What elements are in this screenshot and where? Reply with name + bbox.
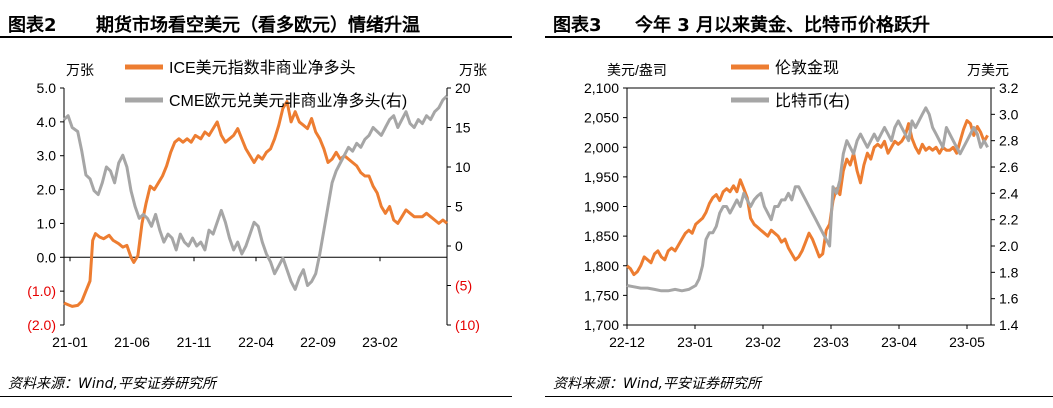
right-chart-panel: 图表3 今年 3 月以来黄金、比特币价格跃升 1,700 1,750 1,800 1,… (545, 0, 1053, 408)
y-left-unit-label: 美元/盎司 (607, 62, 667, 78)
figure-label: 图表3 (553, 15, 602, 36)
chart-title: 今年 3 月以来黄金、比特币价格跃升 (635, 15, 931, 36)
x-tick-label: 23-02 (362, 334, 398, 350)
y-right-tick-label: 5 (455, 199, 463, 215)
series-line-2 (62, 94, 449, 291)
y-left-tick-label: 2,100 (584, 80, 619, 96)
y-left-tick-label: 2,000 (584, 139, 619, 155)
series-line-2 (626, 106, 989, 293)
y-left-tick-label: 2,050 (584, 110, 619, 126)
legend-label-1: 伦敦金现 (775, 59, 839, 77)
source-note: 资料来源：Wind,平安证券研究所 (8, 376, 216, 392)
y-right-tick-label: 2.0 (999, 238, 1019, 254)
legend-label-2: CME欧元兑美元非商业净多头(右) (169, 92, 407, 110)
y-right-tick-label: 3.2 (999, 80, 1019, 96)
series-line-1 (63, 100, 448, 308)
y-left-tick-label: 1,850 (584, 228, 619, 244)
legend-label-1: ICE美元指数非商业净多头 (169, 59, 356, 77)
y-left-tick-label: 0.0 (37, 249, 57, 265)
y-left-tick-label: (1.0) (27, 283, 56, 299)
x-tick-label: 23-02 (745, 334, 781, 350)
y-left-tick-label: 2.0 (37, 182, 57, 198)
left-title-bar: 图表2 期货市场看空美元（看多欧元）情绪升温 (0, 6, 512, 38)
x-tick-label: 22-09 (300, 334, 336, 350)
y-right-unit-label: 万美元 (967, 62, 1009, 78)
y-right-tick-label: 1.8 (999, 264, 1019, 280)
x-tick-label: 22-04 (238, 334, 274, 350)
x-tick-label: 22-12 (609, 334, 645, 350)
y-right-tick-label: 2.8 (999, 133, 1019, 149)
y-right-tick-label: 20 (455, 80, 471, 96)
bottom-rule (545, 396, 1053, 397)
y-left-tick-label: 1,700 (584, 317, 619, 333)
y-left-unit-label: 万张 (66, 62, 94, 78)
x-tick-label: 23-03 (813, 334, 849, 350)
y-right-tick-label: 15 (455, 120, 471, 136)
y-left-tick-label: 1.0 (37, 215, 57, 231)
x-tick-label: 23-05 (949, 334, 985, 350)
y-right-tick-label: 0 (455, 238, 463, 254)
x-tick-label: 21-11 (177, 334, 212, 350)
y-right-tick-label: 3.0 (999, 106, 1019, 122)
left-chart-panel: 图表2 期货市场看空美元（看多欧元）情绪升温 (2.0) (1.0) 0.0 1.0 2… (0, 0, 512, 408)
y-right-tick-label: (10) (455, 317, 480, 333)
x-tick-label: 23-04 (881, 334, 917, 350)
right-line-chart: 1,700 1,750 1,800 1,850 1,900 1,950 2,000 2,050… (584, 59, 1019, 350)
source-note: 资料来源：Wind,平安证券研究所 (553, 376, 761, 392)
right-title-bar: 图表3 今年 3 月以来黄金、比特币价格跃升 (545, 6, 1053, 38)
y-left-tick-label: 1,950 (584, 169, 619, 185)
y-right-tick-label: 1.6 (999, 291, 1019, 307)
bottom-rule (0, 396, 512, 397)
y-right-tick-label: 10 (455, 159, 471, 175)
legend-label-2: 比特币(右) (775, 92, 850, 110)
y-left-tick-label: 1,900 (584, 199, 619, 215)
y-left-tick-label: 1,800 (584, 258, 619, 274)
figure-label: 图表2 (8, 15, 57, 36)
y-left-tick-label: 4.0 (37, 114, 57, 130)
y-right-tick-label: 1.4 (999, 317, 1019, 333)
left-line-chart: (2.0) (1.0) 0.0 1.0 2.0 3.0 4.0 5.0 (10) (5) 0 5 10 1… (27, 59, 487, 350)
y-right-tick-label: 2.2 (999, 212, 1019, 228)
y-left-tick-label: 5.0 (37, 80, 57, 96)
x-tick-label: 23-01 (677, 334, 713, 350)
y-left-tick-label: 3.0 (37, 148, 57, 164)
x-tick-label: 21-01 (52, 334, 88, 350)
y-left-tick-label: 1,750 (584, 287, 619, 303)
y-right-unit-label: 万张 (459, 62, 487, 78)
y-right-tick-label: 2.6 (999, 159, 1019, 175)
y-left-tick-label: (2.0) (27, 317, 56, 333)
x-tick-label: 21-06 (114, 334, 150, 350)
chart-title: 期货市场看空美元（看多欧元）情绪升温 (96, 15, 420, 36)
series-line-1 (626, 119, 989, 277)
y-right-tick-label: (5) (455, 278, 472, 294)
y-right-tick-label: 2.4 (999, 185, 1019, 201)
